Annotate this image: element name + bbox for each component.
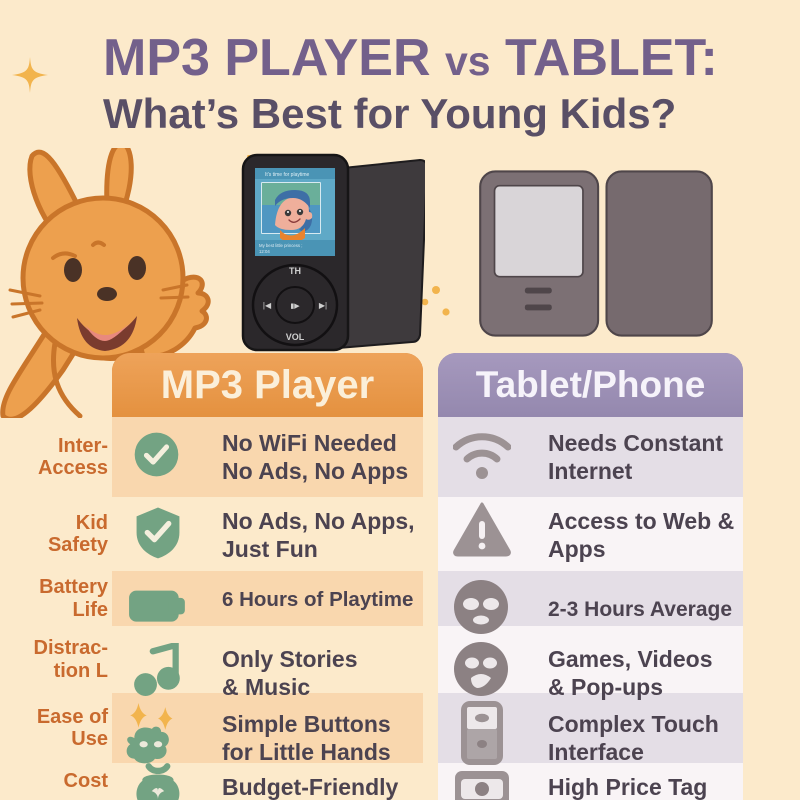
svg-text:|◀: |◀ — [263, 301, 272, 310]
svg-text:My best little princess ;: My best little princess ; — [259, 243, 302, 248]
svg-text:▮▶: ▮▶ — [290, 303, 300, 310]
svg-text:It's time for playtime: It's time for playtime — [265, 172, 310, 178]
svg-text:▶|: ▶| — [319, 301, 327, 310]
svg-text:12:04: 12:04 — [259, 249, 270, 254]
svg-text:VOL: VOL — [286, 332, 305, 342]
svg-text:TH: TH — [289, 266, 301, 276]
